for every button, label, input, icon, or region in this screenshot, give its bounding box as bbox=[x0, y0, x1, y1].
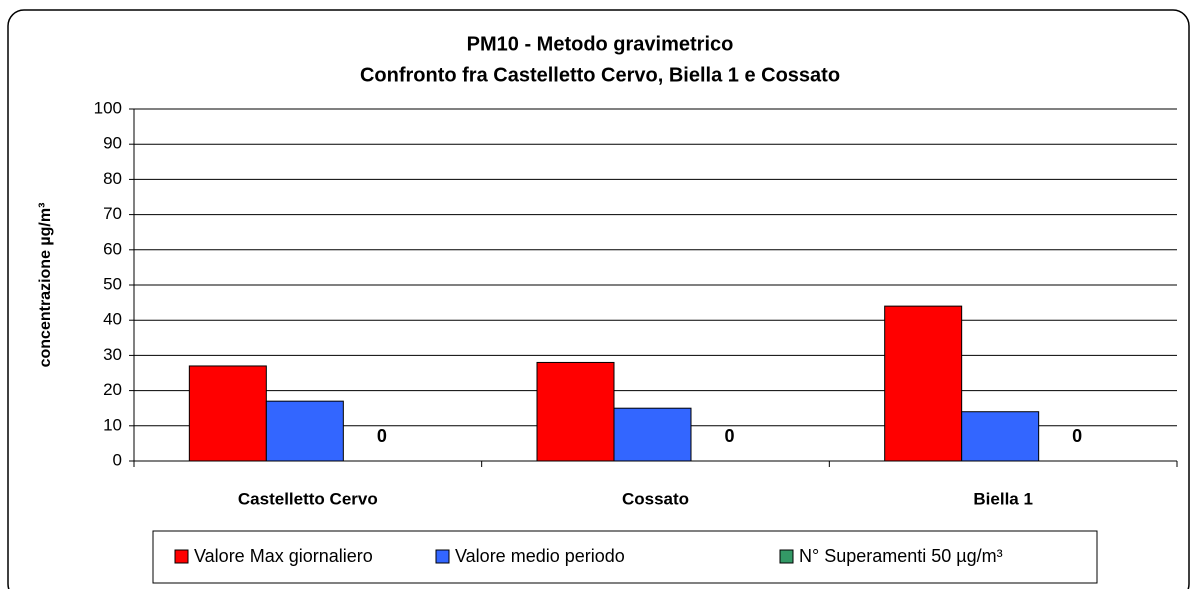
data-label: 0 bbox=[377, 426, 387, 446]
chart-subtitle: Confronto fra Castelletto Cervo, Biella … bbox=[360, 64, 840, 86]
data-label: 0 bbox=[1072, 426, 1082, 446]
y-tick-label: 10 bbox=[103, 415, 122, 434]
y-tick-label: 30 bbox=[103, 345, 122, 364]
y-tick-label: 70 bbox=[103, 204, 122, 223]
legend-box bbox=[152, 530, 1098, 584]
data-label: 0 bbox=[724, 426, 734, 446]
bar bbox=[961, 411, 1040, 462]
x-tick-label: Castelletto Cervo bbox=[238, 489, 378, 508]
legend-label: Valore Max giornaliero bbox=[194, 546, 373, 566]
bar bbox=[536, 361, 615, 462]
y-tick-label: 20 bbox=[103, 380, 122, 399]
legend-label: N° Superamenti 50 µg/m³ bbox=[799, 546, 1003, 566]
y-tick-label: 60 bbox=[103, 239, 122, 258]
x-tick-label: Biella 1 bbox=[973, 489, 1033, 508]
y-tick-label: 80 bbox=[103, 169, 122, 188]
bar bbox=[188, 365, 267, 462]
y-tick-label: 90 bbox=[103, 134, 122, 153]
bar bbox=[613, 407, 692, 462]
bar bbox=[265, 400, 344, 462]
y-tick-label: 0 bbox=[113, 450, 122, 469]
y-tick-label: 50 bbox=[103, 274, 122, 293]
chart-title: PM10 - Metodo gravimetrico bbox=[467, 33, 734, 55]
legend-swatch bbox=[435, 549, 450, 564]
bar bbox=[884, 305, 963, 462]
y-tick-label: 100 bbox=[94, 98, 122, 117]
legend-swatch bbox=[779, 549, 794, 564]
legend-swatch bbox=[174, 549, 189, 564]
x-tick-label: Cossato bbox=[622, 489, 689, 508]
y-tick-label: 40 bbox=[103, 310, 122, 329]
y-axis-label: concentrazione µg/m³ bbox=[37, 203, 54, 368]
legend-label: Valore medio periodo bbox=[455, 546, 625, 566]
